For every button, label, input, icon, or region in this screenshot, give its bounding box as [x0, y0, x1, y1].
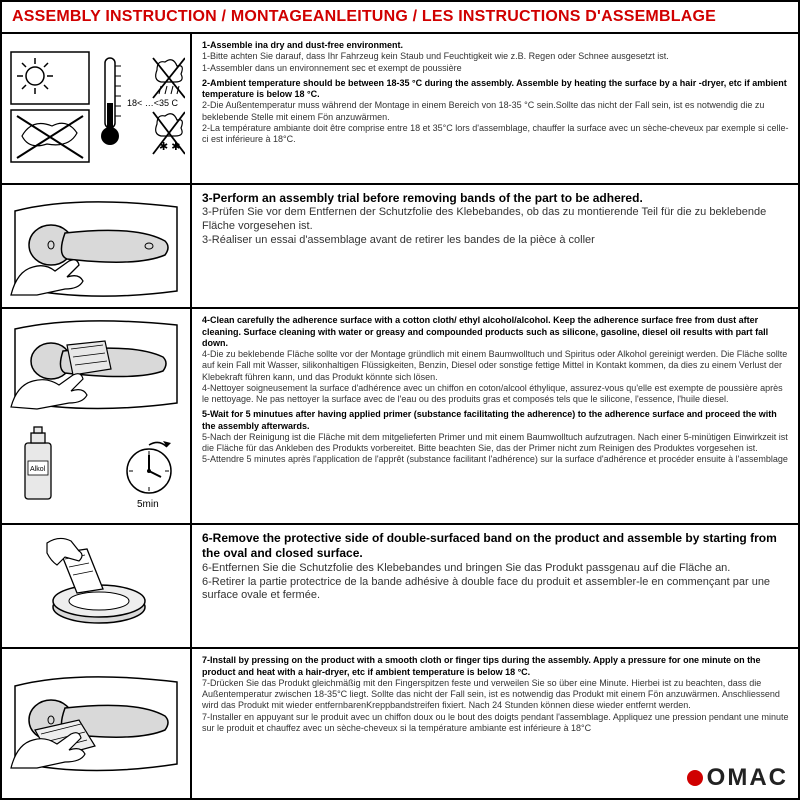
illustration-clean: Alkol 5min	[2, 309, 192, 522]
brand-logo: OMAC	[687, 764, 788, 792]
page-title: ASSEMBLY INSTRUCTION / MONTAGEANLEITUNG …	[2, 2, 798, 34]
row-clean: Alkol 5min 4-Clean carefully the adheren…	[2, 309, 798, 524]
step3-fr: 3-Réaliser un essai d'assemblage avant d…	[202, 234, 790, 248]
step3-de: 3-Prüfen Sie vor dem Entfernen der Schut…	[202, 206, 790, 234]
illustration-trial	[2, 185, 192, 308]
logo-dot-icon	[687, 770, 703, 786]
row-trial: 3-Perform an assembly trial before remov…	[2, 185, 798, 310]
illustration-peel	[2, 525, 192, 648]
step2-de: 2-Die Außentemperatur muss während der M…	[202, 100, 790, 123]
step6-fr: 6-Retirer la partie protectrice de la ba…	[202, 576, 790, 604]
step6-en: 6-Remove the protective side of double-s…	[202, 531, 790, 562]
step7-fr: 7-Installer en appuyant sur le produit a…	[202, 712, 790, 735]
text-step-3: 3-Perform an assembly trial before remov…	[192, 185, 798, 308]
step1-en: 1-Assemble ina dry and dust-free environ…	[202, 40, 790, 51]
illustration-environment: 18< …<35 C ✱ ✱	[2, 34, 192, 183]
step1-fr: 1-Assembler dans un environnement sec et…	[202, 63, 790, 74]
step4-en: 4-Clean carefully the adherence surface …	[202, 315, 790, 349]
step7-en: 7-Install by pressing on the product wit…	[202, 655, 790, 678]
step4-de: 4-Die zu beklebende Fläche sollte vor de…	[202, 349, 790, 383]
step7-de: 7-Drücken Sie das Produkt gleichmäßig mi…	[202, 678, 790, 712]
bottle-label: Alkol	[30, 466, 46, 473]
text-steps-4-5: 4-Clean carefully the adherence surface …	[192, 309, 798, 522]
text-steps-1-2: 1-Assemble ina dry and dust-free environ…	[192, 34, 798, 183]
step5-de: 5-Nach der Reinigung ist die Fläche mit …	[202, 432, 790, 455]
step5-fr: 5-Attendre 5 minutes après l'application…	[202, 454, 790, 465]
step2-en: 2-Ambient temperature should be between …	[202, 78, 790, 101]
row-environment: 18< …<35 C ✱ ✱	[2, 34, 798, 185]
step1-de: 1-Bitte achten Sie darauf, dass Ihr Fahr…	[202, 51, 790, 62]
timer-label: 5min	[137, 499, 159, 510]
step5-en: 5-Wait for 5 minutues after having appli…	[202, 409, 790, 432]
temp-label: 18< …<35 C	[127, 98, 179, 108]
row-peel: 6-Remove the protective side of double-s…	[2, 525, 798, 650]
instruction-sheet: ASSEMBLY INSTRUCTION / MONTAGEANLEITUNG …	[0, 0, 800, 800]
row-press: 7-Install by pressing on the product wit…	[2, 649, 798, 798]
step6-de: 6-Entfernen Sie die Schutzfolie des Kleb…	[202, 562, 790, 576]
step2-fr: 2-La température ambiante doit être comp…	[202, 123, 790, 146]
logo-text: OMAC	[707, 764, 788, 792]
step4-fr: 4-Nettoyer soigneusement la surface d'ad…	[202, 383, 790, 406]
illustration-press	[2, 649, 192, 798]
text-step-6: 6-Remove the protective side of double-s…	[192, 525, 798, 648]
step3-en: 3-Perform an assembly trial before remov…	[202, 191, 790, 207]
